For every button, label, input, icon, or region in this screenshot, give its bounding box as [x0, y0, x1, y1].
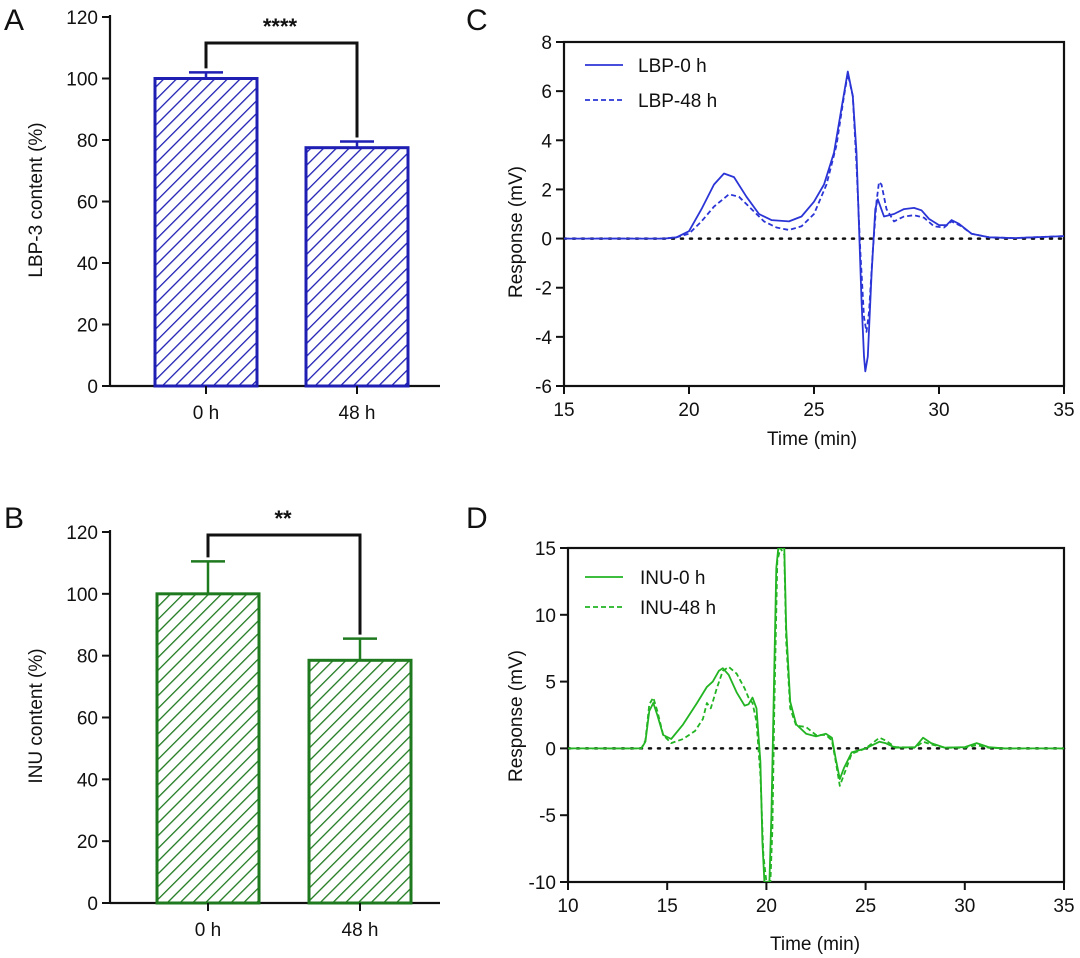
- panel-b-significance: **: [274, 506, 292, 531]
- panel-a-bar-chart: A 0 20 40 60 80 100 120 0 h 48 h LBP-3 content (…: [4, 4, 440, 424]
- x-tick-label: 10: [557, 896, 578, 917]
- y-tick-label: 80: [77, 131, 98, 152]
- x-tick-label: 35: [1053, 400, 1074, 421]
- y-tick-label: 8: [541, 33, 552, 54]
- y-tick-label: 20: [77, 316, 98, 337]
- x-tick-label: 15: [553, 400, 574, 421]
- x-tick-label: 15: [657, 896, 678, 917]
- panel-letter-b: B: [4, 502, 24, 535]
- y-tick-label: -2: [535, 279, 552, 300]
- x-tick-label: 20: [678, 400, 699, 421]
- panel-c-legend-label-lbp-0h: LBP-0 h: [638, 56, 707, 77]
- y-tick-label: -10: [529, 873, 556, 894]
- y-tick-label: -5: [539, 806, 556, 827]
- y-tick-label: 120: [66, 8, 98, 29]
- panel-a-plot-area: 0 20 40 60 80 100 120 0 h 48 h: [66, 8, 440, 424]
- panel-d-x-axis-title: Time (min): [770, 934, 860, 955]
- y-tick-label: -4: [535, 328, 552, 349]
- x-tick-label: 20: [756, 896, 777, 917]
- x-tick-label: 0 h: [193, 403, 219, 424]
- y-tick-label: 6: [541, 82, 552, 103]
- y-tick-label: 0: [87, 377, 98, 398]
- y-tick-label: 40: [77, 770, 98, 791]
- y-tick-label: 0: [541, 230, 552, 251]
- panel-c-plot-area: 15 20 25 30 35 -6 -4 -2 0 2 4 6 8: [535, 33, 1074, 421]
- panel-a-significance: ****: [263, 14, 298, 39]
- panel-c-legend-label-lbp-48h: LBP-48 h: [638, 91, 717, 112]
- y-tick-label: 2: [541, 180, 552, 201]
- panel-c-x-axis-title: Time (min): [767, 429, 857, 450]
- y-tick-label: 0: [545, 739, 556, 760]
- x-tick-label: 25: [855, 896, 876, 917]
- y-tick-label: 15: [535, 539, 556, 560]
- y-tick-label: 5: [545, 673, 556, 694]
- x-tick-label: 25: [803, 400, 824, 421]
- panel-b-plot-area: 0 20 40 60 80 100 120 0 h 48 h: [66, 523, 440, 941]
- y-tick-label: 4: [541, 131, 552, 152]
- panel-letter-c: C: [466, 4, 488, 37]
- series-line-lbp-0-h: [564, 70, 1064, 373]
- x-tick-label: 35: [1053, 896, 1074, 917]
- panel-a-y-axis-title: LBP-3 content (%): [26, 122, 47, 277]
- x-tick-label: 0 h: [195, 920, 221, 941]
- panel-d-legend-label-inu-0h: INU-0 h: [640, 568, 705, 589]
- series-line-lbp-48-h: [564, 73, 1064, 333]
- x-tick-label: 30: [928, 400, 949, 421]
- y-tick-label: 60: [77, 193, 98, 214]
- y-tick-label: 120: [66, 523, 98, 544]
- panel-letter-d: D: [466, 502, 488, 535]
- panel-b-bar-chart: B 0 20 40 60 80 100 120 0 h 48 h INU content (%)…: [4, 502, 440, 941]
- y-tick-label: 10: [535, 606, 556, 627]
- x-tick-label: 30: [954, 896, 975, 917]
- y-tick-label: 0: [87, 894, 98, 915]
- panel-c-line-chart: C 15 20 25 30 35 -6 -4 -2 0 2 4 6 8 Response (mV) Ti…: [466, 4, 1075, 450]
- y-tick-label: 20: [77, 832, 98, 853]
- significance-bracket: [204, 41, 359, 138]
- series-line-inu-48-h: [568, 548, 1064, 882]
- bar: [155, 592, 261, 905]
- significance-bracket: [206, 533, 362, 635]
- bar: [307, 658, 413, 905]
- panel-d-legend-label-inu-48h: INU-48 h: [640, 598, 716, 619]
- y-tick-label: 40: [77, 254, 98, 275]
- panel-d-plot-area: 10 15 20 25 30 35 -10 -5 0 5 10 15: [529, 539, 1075, 917]
- y-tick-label: 60: [77, 709, 98, 730]
- plot-frame: [566, 546, 1066, 884]
- panel-d-legend: INU-0 h INU-48 h: [640, 568, 716, 619]
- panel-letter-a: A: [4, 4, 24, 37]
- x-tick-label: 48 h: [342, 920, 379, 941]
- y-tick-label: -6: [535, 377, 552, 398]
- bar: [304, 146, 410, 388]
- panel-c-y-axis-title: Response (mV): [506, 166, 527, 298]
- panel-d-y-axis-title: Response (mV): [506, 650, 527, 782]
- y-tick-label: 100: [66, 70, 98, 91]
- bar: [153, 77, 259, 388]
- y-tick-label: 80: [77, 647, 98, 668]
- x-tick-label: 48 h: [339, 403, 376, 424]
- series-line-inu-0-h: [568, 548, 1064, 882]
- y-tick-label: 100: [66, 585, 98, 606]
- panel-c-legend: LBP-0 h LBP-48 h: [638, 56, 717, 112]
- panel-b-y-axis-title: INU content (%): [26, 648, 47, 783]
